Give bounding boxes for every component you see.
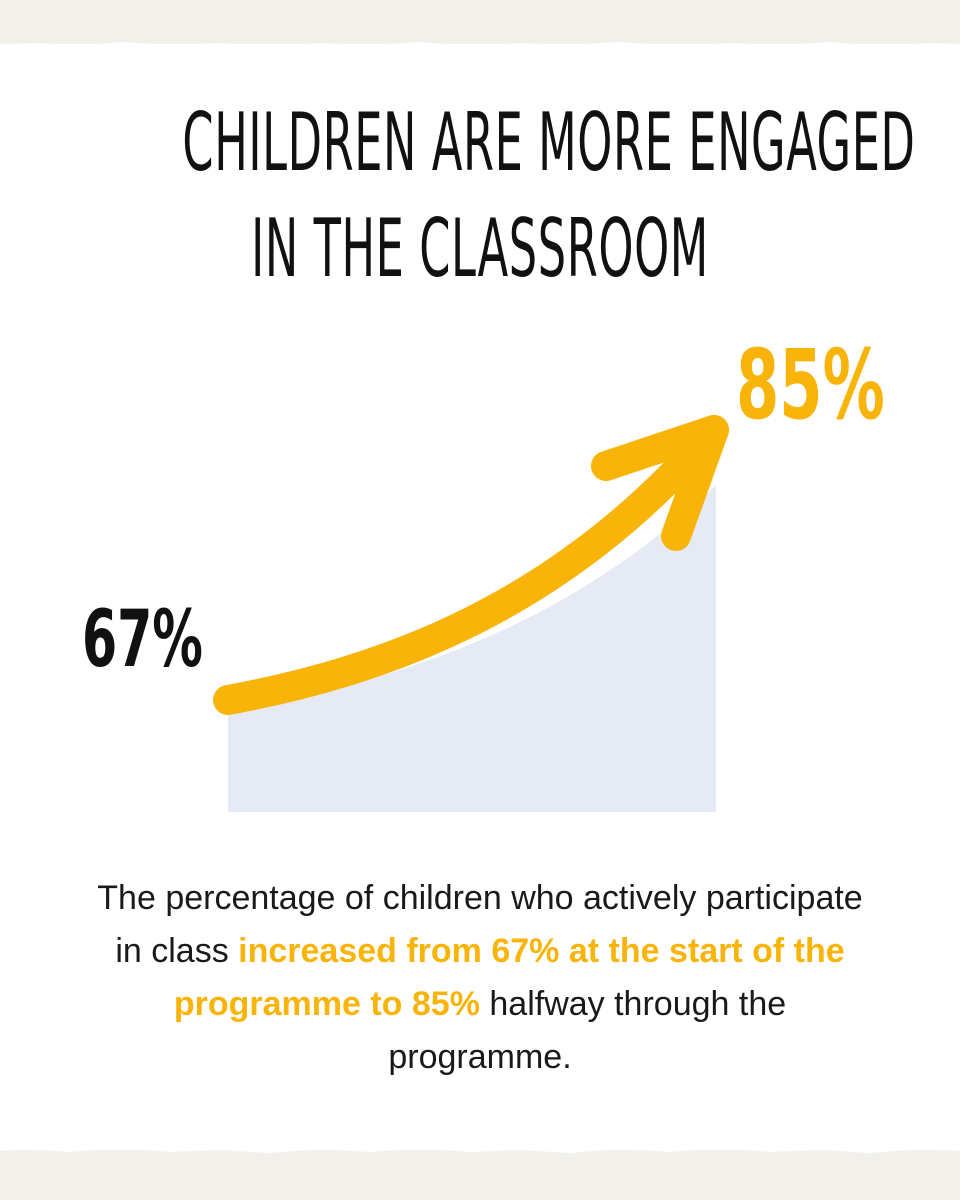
- summary-caption: The percentage of children who actively …: [80, 872, 880, 1084]
- torn-paper-edge-top: [0, 42, 960, 54]
- caption-text-before: The percentage of children who actively …: [97, 879, 863, 970]
- title-line-2: IN THE CLASSROOM: [251, 202, 709, 295]
- end-value-label: 85%: [736, 329, 885, 441]
- torn-paper-edge-bottom: [0, 1142, 960, 1153]
- trend-arrow-line: [213, 415, 729, 715]
- chart-area-fill: [228, 485, 716, 812]
- start-value-label: 67%: [82, 595, 203, 685]
- caption-highlight: increased from 67% at the start of the p…: [173, 932, 845, 1023]
- trend-arrowhead: [591, 415, 729, 551]
- poster-card: [0, 44, 960, 1150]
- caption-text-after: halfway through the programme.: [388, 985, 787, 1076]
